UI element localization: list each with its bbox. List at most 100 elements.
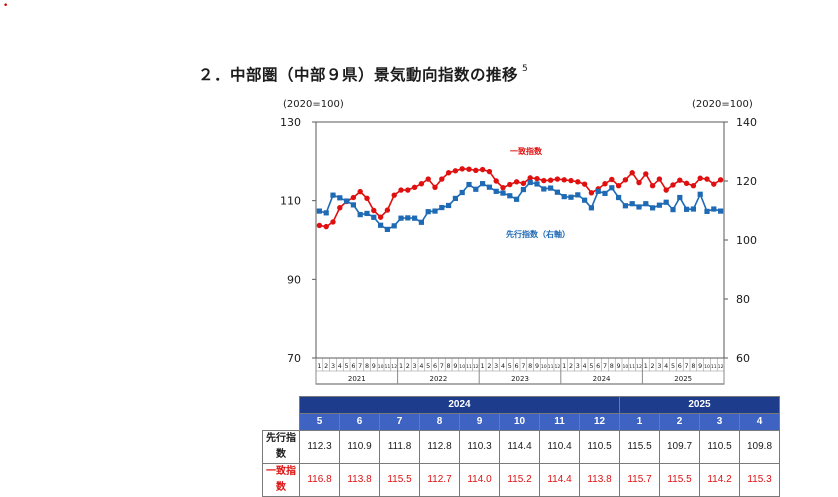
- table-cell: 111.8: [379, 430, 420, 464]
- coincident-index-point: [602, 181, 608, 187]
- leading-index-point: [418, 219, 424, 225]
- x-axis-month-label: 11: [384, 364, 390, 370]
- coincident-index-point: [643, 171, 649, 177]
- coincident-index-point: [330, 219, 336, 225]
- x-axis-month-label: 11: [548, 364, 554, 370]
- coincident-index-point: [711, 181, 717, 187]
- coincident-index-point: [622, 177, 629, 183]
- table-month-header: 1: [619, 413, 660, 431]
- table-month-header: 4: [739, 413, 780, 431]
- left-axis-tick-label: 130: [280, 116, 301, 129]
- x-axis-month-label: 10: [459, 364, 465, 370]
- title-footnote-mark: 5: [522, 63, 529, 74]
- coincident-index-point: [445, 170, 452, 176]
- right-axis-tick-label: 120: [736, 175, 757, 188]
- leading-index-point: [520, 186, 526, 193]
- leading-index-point: [350, 202, 356, 208]
- x-axis-month-label: 7: [440, 362, 444, 370]
- table-year-row: 2024 2025: [263, 396, 780, 414]
- leading-index-point: [656, 202, 662, 208]
- table-row: 先行指数 112.3 110.9 111.8 112.8 110.3 114.4 110.4 1…: [262, 430, 780, 464]
- x-axis-month-label: 9: [372, 362, 376, 370]
- coincident-index-point: [459, 166, 465, 172]
- x-axis-year-label: 2022: [429, 375, 447, 383]
- coincident-index-point: [384, 207, 391, 213]
- x-axis-month-label: 8: [528, 362, 532, 370]
- leading-index-point: [595, 188, 601, 194]
- leading-index-point: [384, 226, 390, 232]
- leading-index-point: [514, 196, 520, 202]
- leading-index-point: [650, 205, 656, 211]
- coincident-index-point: [649, 183, 656, 189]
- coincident-index-point: [350, 194, 357, 201]
- table-month-header: 7: [379, 413, 420, 431]
- table-cell: 110.5: [579, 430, 620, 464]
- x-axis-month-label: 11: [711, 364, 717, 370]
- leading-index-point: [480, 181, 486, 187]
- leading-index-point: [677, 194, 683, 201]
- coincident-index-point: [357, 188, 363, 195]
- coincident-index-point: [581, 181, 588, 187]
- table-cell: 114.2: [699, 463, 740, 497]
- table-month-header: 12: [579, 413, 620, 431]
- leading-index-point: [459, 189, 465, 196]
- right-axis-unit-label: (2020=100): [692, 99, 753, 110]
- x-axis-month-label: 1: [317, 362, 321, 370]
- right-axis-tick-label: 140: [736, 116, 757, 129]
- table-cell: 114.0: [459, 463, 500, 497]
- x-axis-month-label: 10: [541, 364, 547, 370]
- coincident-index-point: [411, 184, 418, 190]
- x-axis-month-label: 12: [718, 364, 724, 370]
- x-axis-month-label: 6: [433, 362, 437, 370]
- x-axis-month-label: 1: [481, 362, 485, 370]
- table-cell: 115.3: [739, 463, 780, 497]
- leading-index-point: [554, 189, 560, 195]
- coincident-index-point: [479, 166, 486, 173]
- x-axis-month-label: 6: [515, 362, 519, 370]
- coincident-index-point: [629, 170, 635, 176]
- x-axis-month-label: 10: [378, 364, 384, 370]
- x-axis-month-label: 8: [610, 362, 614, 370]
- coincident-index-point: [337, 205, 343, 211]
- x-axis-month-label: 3: [331, 362, 335, 370]
- table-cell: 115.5: [659, 463, 700, 497]
- table-cell: 116.8: [299, 463, 340, 497]
- coincident-index-point: [561, 177, 567, 183]
- table-cell: 110.3: [459, 430, 500, 464]
- index-data-table: 2024 2025 5 6 7 8 9 10 11 12 1 2 3 4 先行指数 112.3 110.9…: [262, 396, 780, 497]
- x-axis-month-label: 5: [508, 362, 512, 370]
- x-axis-month-label: 12: [473, 364, 479, 370]
- x-axis-month-label: 12: [636, 364, 642, 370]
- leading-index-point: [568, 194, 574, 200]
- leading-index-point: [391, 223, 397, 229]
- coincident-index-point: [717, 177, 724, 183]
- x-axis-month-label: 1: [562, 362, 566, 370]
- table-cell: 112.8: [419, 430, 460, 464]
- x-axis-month-label: 4: [664, 362, 668, 370]
- coincident-index-point: [636, 179, 642, 186]
- left-axis-unit-label: (2020=100): [283, 99, 344, 110]
- x-axis-month-label: 4: [419, 362, 423, 370]
- table-body: 先行指数 112.3 110.9 111.8 112.8 110.3 114.4 110.4 1…: [262, 430, 780, 497]
- x-axis-month-label: 9: [535, 362, 539, 370]
- leading-index-point: [466, 181, 472, 188]
- x-axis-month-label: 3: [657, 362, 661, 370]
- table-cell: 115.5: [379, 463, 420, 497]
- page-title: ２．中部圏（中部９県）景気動向指数の推移 5: [198, 63, 528, 85]
- x-axis-month-label: 10: [622, 364, 628, 370]
- leading-index-point: [690, 206, 696, 212]
- leading-index-point: [541, 186, 547, 192]
- x-axis-month-label: 12: [554, 364, 560, 370]
- page-title-text: ２．中部圏（中部９県）景気動向指数の推移: [198, 66, 519, 84]
- leading-index-point: [643, 201, 649, 207]
- table-cell: 115.2: [499, 463, 540, 497]
- x-axis-month-label: 8: [447, 362, 451, 370]
- left-axis-tick-label: 90: [287, 273, 301, 286]
- x-axis-month-label: 11: [629, 364, 635, 370]
- x-axis-month-label: 7: [358, 362, 362, 370]
- x-axis-year-label: 2021: [348, 375, 366, 383]
- table-cell: 113.8: [579, 463, 620, 497]
- coincident-index-point: [405, 187, 411, 193]
- leading-index-point: [364, 210, 370, 217]
- x-axis-month-label: 3: [494, 362, 498, 370]
